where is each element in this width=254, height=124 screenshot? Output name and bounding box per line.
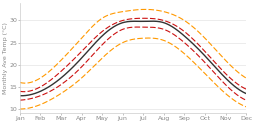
Y-axis label: Monthly Ave Temp (°C): Monthly Ave Temp (°C) xyxy=(3,22,8,94)
